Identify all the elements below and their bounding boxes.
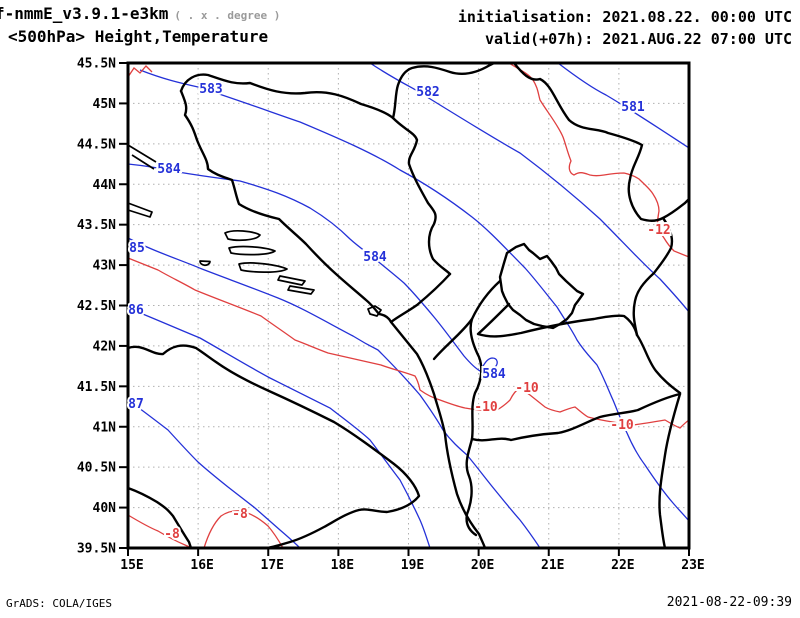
calabria-coast bbox=[126, 486, 193, 550]
temp-contour-label: -10 bbox=[610, 418, 634, 433]
lat-tick-label: 45.5N bbox=[77, 57, 116, 72]
contour-587 bbox=[127, 399, 301, 549]
bulgaria-greece-border bbox=[658, 392, 682, 550]
coastlines-borders bbox=[126, 61, 691, 550]
height-contour-label: 86 bbox=[128, 303, 144, 318]
contour-labels: 583 582 581 584 85 584 86 584 87 -12 -10 -10 -10 -8 -8 bbox=[126, 80, 673, 544]
bulgaria-macedonia-border bbox=[635, 333, 682, 395]
header-right: initialisation: 2021.08.22. 00:00 UTC va… bbox=[458, 6, 792, 50]
contour-581 bbox=[557, 62, 690, 149]
height-contour-label: 584 bbox=[363, 250, 387, 265]
lat-tick-label: 45N bbox=[93, 97, 117, 112]
lon-tick-label: 18E bbox=[331, 558, 354, 573]
field-title: <500hPa> Height,Temperature bbox=[8, 27, 269, 46]
serbia-macedonia-border bbox=[476, 302, 639, 338]
temp-contour-label: -10 bbox=[515, 381, 539, 396]
axes: 45.5N 45N 44.5N 44N 43.5N 43N 42.5N 42N 41.5N 41N… bbox=[77, 57, 705, 574]
italy-coast bbox=[126, 344, 421, 550]
temp-contour-label: -12 bbox=[647, 223, 670, 238]
resolution-note: ( . x . degree ) bbox=[174, 9, 281, 22]
lat-tick-label: 42.5N bbox=[77, 299, 116, 314]
height-contour-label: 584 bbox=[482, 367, 506, 382]
lat-tick-label: 40.5N bbox=[77, 461, 116, 476]
serbia-bulgaria-border bbox=[632, 216, 674, 337]
lat-tick-label: 44N bbox=[93, 178, 117, 193]
croatian-islands bbox=[127, 144, 382, 317]
lon-tick-label: 16E bbox=[190, 558, 213, 573]
montenegro-albania-border bbox=[432, 279, 502, 361]
valid-time: valid(+07h): 2021.AUG.22 07:00 UTC bbox=[484, 30, 792, 48]
albania-macedonia-border bbox=[469, 317, 483, 441]
contour-neg10 bbox=[127, 257, 690, 429]
temperature-contours bbox=[127, 62, 690, 549]
height-contour-label: 583 bbox=[199, 82, 222, 97]
header-left: f-nmmE_v3.9.1-e3km ( . x . degree ) <500h… bbox=[0, 4, 280, 46]
lat-tick-label: 43N bbox=[93, 259, 117, 274]
lon-tick-label: 17E bbox=[261, 558, 284, 573]
lat-tick-label: 43.5N bbox=[77, 218, 116, 233]
macedonia-greece-border bbox=[470, 392, 682, 442]
temp-contour-label: -10 bbox=[474, 400, 498, 415]
temp-contour-label: -8 bbox=[232, 507, 248, 522]
grads-credit: GrADS: COLA/IGES bbox=[6, 597, 112, 610]
contour-584 bbox=[127, 163, 498, 375]
dalmatian-coast bbox=[179, 89, 487, 550]
height-contour-label: 584 bbox=[157, 162, 181, 177]
lon-tick-label: 21E bbox=[541, 558, 564, 573]
height-contours bbox=[127, 62, 690, 549]
lat-tick-label: 40N bbox=[93, 501, 117, 516]
temp-contour-label: -8 bbox=[164, 527, 180, 542]
danube-border bbox=[512, 61, 691, 222]
kosovo-border bbox=[498, 242, 585, 330]
contour-586 bbox=[127, 307, 431, 549]
drina-border bbox=[391, 116, 452, 276]
lat-tick-label: 39.5N bbox=[77, 542, 116, 557]
contour-neg8-loop bbox=[203, 510, 284, 549]
plot-timestamp: 2021-08-22-09:39 bbox=[666, 595, 792, 610]
contour-585 bbox=[127, 237, 541, 549]
montenegro-border bbox=[389, 272, 452, 324]
lon-tick-label: 19E bbox=[401, 558, 424, 573]
init-time: initialisation: 2021.08.22. 00:00 UTC bbox=[457, 8, 792, 26]
height-contour-label: 85 bbox=[129, 241, 145, 256]
contour-red-corner bbox=[127, 65, 153, 78]
contour-583 bbox=[139, 69, 690, 522]
albania-greece-border bbox=[465, 437, 478, 537]
height-contour-label: 87 bbox=[128, 397, 144, 412]
lon-tick-label: 22E bbox=[611, 558, 634, 573]
graticule-grid bbox=[128, 63, 689, 548]
lon-tick-label: 23E bbox=[681, 558, 704, 573]
contour-neg12 bbox=[508, 62, 690, 258]
lat-tick-label: 44.5N bbox=[77, 137, 116, 152]
lat-tick-label: 42N bbox=[93, 339, 117, 354]
lat-tick-label: 41.5N bbox=[77, 380, 116, 395]
croatia-north-border bbox=[179, 61, 496, 120]
contour-582 bbox=[369, 62, 690, 313]
lat-tick-label: 41N bbox=[93, 420, 117, 435]
lon-tick-label: 20E bbox=[471, 558, 494, 573]
model-title: f-nmmE_v3.9.1-e3km bbox=[0, 4, 169, 23]
height-contour-label: 581 bbox=[621, 100, 645, 115]
lon-tick-label: 15E bbox=[120, 558, 143, 573]
contour-neg8-left bbox=[127, 514, 193, 549]
height-contour-label: 582 bbox=[416, 85, 439, 100]
